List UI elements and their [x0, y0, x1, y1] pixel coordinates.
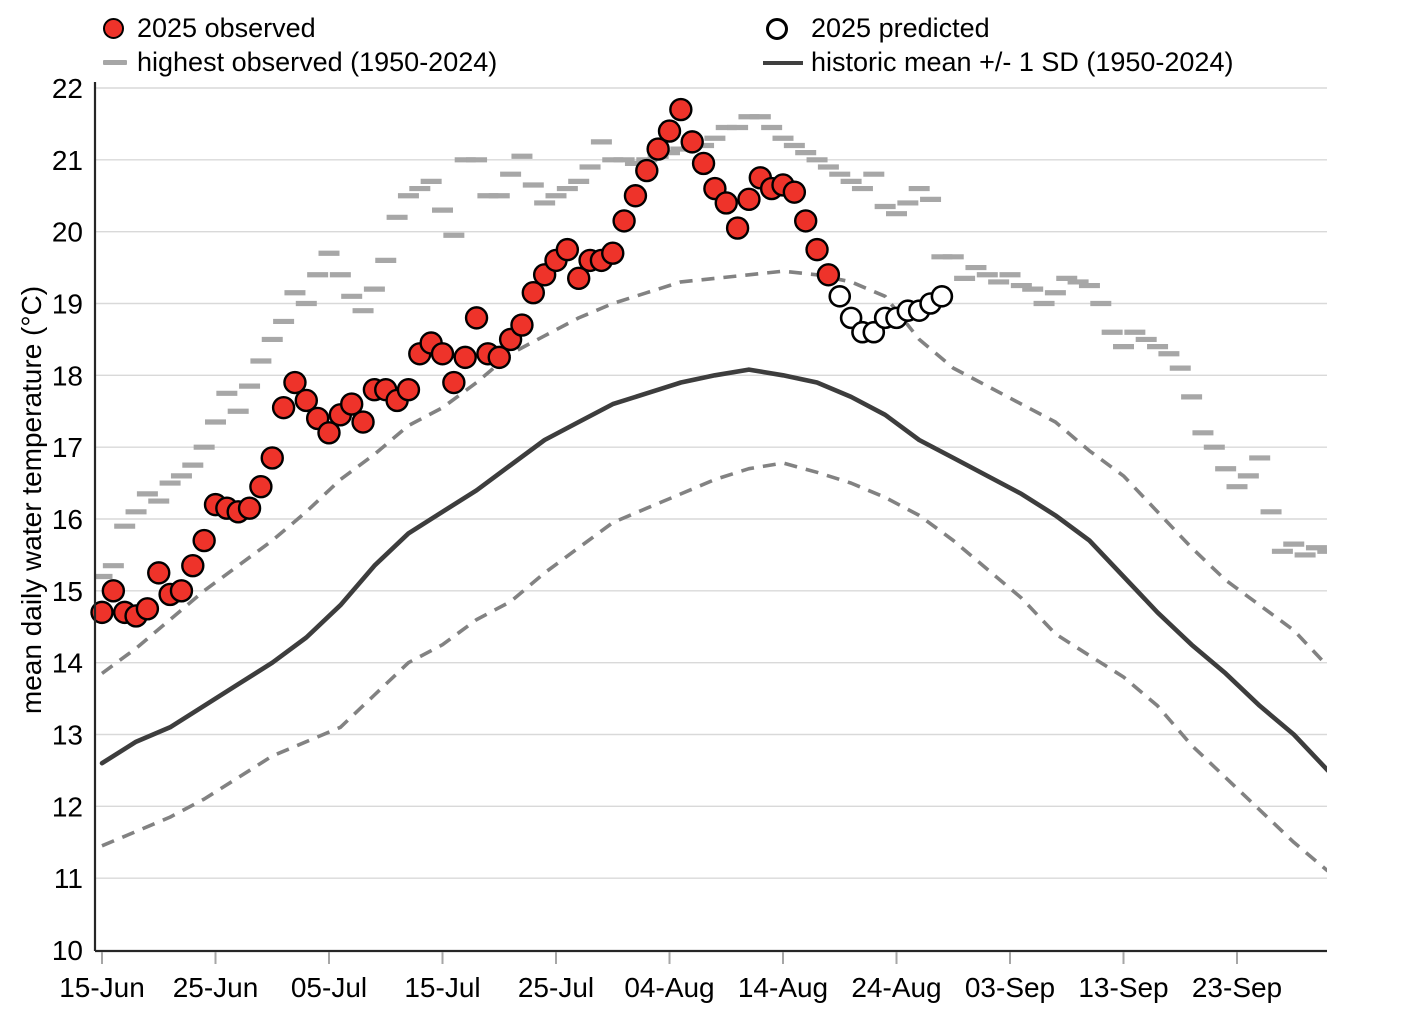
series-2025-predicted-circles	[828, 285, 954, 344]
svg-text:21: 21	[52, 145, 83, 176]
series-highest-observed-dashes	[95, 114, 1327, 580]
svg-text:14: 14	[52, 648, 83, 679]
svg-text:14-Aug: 14-Aug	[738, 972, 828, 1003]
series-sd-lower-line	[101, 461, 1327, 873]
legend-item-predicted: 2025 predicted	[763, 13, 1233, 44]
red-dot-icon	[103, 18, 124, 39]
svg-text:18: 18	[52, 360, 83, 391]
svg-text:12: 12	[52, 791, 83, 822]
svg-text:24-Aug: 24-Aug	[851, 972, 941, 1003]
x-tick-labels: 15-Jun 25-Jun 05-Jul 15-Jul 25-Jul 04-Aug 14-A…	[59, 972, 1282, 1003]
legend-item-highest: highest observed (1950-2024)	[103, 47, 497, 78]
svg-text:19: 19	[52, 289, 83, 320]
svg-text:04-Aug: 04-Aug	[624, 972, 714, 1003]
legend-left-column: 2025 observed highest observed (1950-202…	[103, 13, 497, 78]
legend-predicted-label: 2025 predicted	[811, 13, 990, 43]
y-tick-labels: 10 11 12 13 14 15 16 17 18 19 20 21 22	[52, 73, 83, 966]
legend-mean-sd-label: historic mean +/- 1 SD (1950-2024)	[811, 47, 1234, 77]
legend-item-mean-sd: historic mean +/- 1 SD (1950-2024)	[763, 47, 1233, 78]
y-axis-title: mean daily water temperature (°C)	[16, 285, 47, 715]
legend-highest-label: highest observed (1950-2024)	[137, 47, 498, 77]
svg-text:13-Sep: 13-Sep	[1078, 972, 1168, 1003]
svg-text:25-Jul: 25-Jul	[518, 972, 594, 1003]
svg-text:13: 13	[52, 720, 83, 751]
svg-text:11: 11	[54, 863, 83, 894]
svg-text:15-Jun: 15-Jun	[59, 972, 145, 1003]
axes	[93, 82, 1327, 964]
dark-line-icon	[763, 60, 803, 65]
svg-text:16: 16	[52, 504, 83, 535]
legend-right-column: 2025 predicted historic mean +/- 1 SD (1…	[763, 13, 1233, 78]
svg-text:23-Sep: 23-Sep	[1192, 972, 1282, 1003]
open-circle-icon	[766, 17, 788, 40]
legend-observed-label: 2025 observed	[137, 13, 316, 43]
svg-text:05-Jul: 05-Jul	[291, 972, 367, 1003]
series-2025-observed-dots	[90, 97, 841, 628]
series-historic-mean-line	[99, 367, 1327, 773]
svg-text:10: 10	[52, 935, 83, 966]
svg-text:15-Jul: 15-Jul	[404, 972, 480, 1003]
svg-text:25-Jun: 25-Jun	[173, 972, 259, 1003]
series-sd-upper-line	[100, 269, 1327, 675]
legend-item-observed: 2025 observed	[103, 13, 497, 44]
svg-text:17: 17	[52, 432, 83, 463]
svg-text:20: 20	[52, 217, 83, 248]
svg-text:03-Sep: 03-Sep	[965, 972, 1055, 1003]
gray-dash-icon	[103, 60, 127, 65]
svg-text:22: 22	[52, 73, 83, 104]
svg-text:15: 15	[52, 576, 83, 607]
